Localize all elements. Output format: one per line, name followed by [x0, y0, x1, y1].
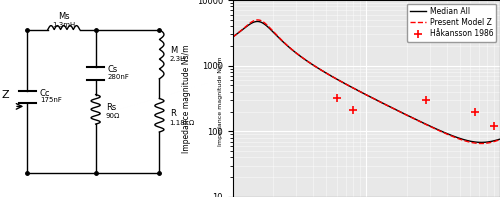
- Text: 1.3mH: 1.3mH: [52, 22, 76, 28]
- Median All: [400, 112, 406, 114]
- Median All: [246, 23, 252, 26]
- Text: M: M: [170, 46, 177, 55]
- Present Model Z: [478, 142, 484, 145]
- Text: 2.3H: 2.3H: [170, 56, 186, 62]
- Y-axis label: Impedance magnitude Ns/m: Impedance magnitude Ns/m: [182, 44, 191, 153]
- Present Model Z: [255, 19, 261, 21]
- Median All: [386, 105, 392, 107]
- Line: Håkansson 1986: Håkansson 1986: [333, 94, 498, 130]
- Present Model Z: [497, 138, 500, 141]
- Median All: [478, 141, 484, 144]
- Text: R: R: [170, 109, 175, 118]
- Median All: [254, 20, 260, 23]
- Present Model Z: [460, 139, 466, 141]
- Present Model Z: [246, 23, 252, 25]
- Present Model Z: [230, 36, 235, 38]
- Legend: Median All, Present Model Z, Håkansson 1986: Median All, Present Model Z, Håkansson 1…: [406, 4, 496, 42]
- Text: Cc: Cc: [40, 89, 50, 98]
- Håkansson 1986: [423, 99, 429, 101]
- Line: Present Model Z: Present Model Z: [232, 20, 500, 144]
- Median All: [497, 138, 500, 140]
- Text: 1.18kΩ: 1.18kΩ: [170, 120, 195, 126]
- Median All: [433, 127, 439, 130]
- Median All: [392, 108, 398, 111]
- Line: Median All: Median All: [232, 21, 500, 142]
- Text: Z: Z: [2, 90, 10, 99]
- Median All: [460, 138, 466, 141]
- Text: Rs: Rs: [106, 103, 116, 112]
- Present Model Z: [386, 105, 392, 107]
- Håkansson 1986: [350, 108, 356, 111]
- Text: 280nF: 280nF: [107, 74, 129, 80]
- Text: 90Ω: 90Ω: [106, 113, 120, 119]
- Text: Impedance magnitude Ns/m: Impedance magnitude Ns/m: [218, 57, 224, 146]
- Present Model Z: [400, 112, 406, 115]
- Håkansson 1986: [334, 97, 340, 99]
- Present Model Z: [433, 128, 439, 130]
- Håkansson 1986: [472, 110, 478, 113]
- Present Model Z: [392, 108, 398, 111]
- Text: 175nF: 175nF: [40, 98, 62, 103]
- Håkansson 1986: [491, 125, 497, 127]
- Text: Ms: Ms: [58, 12, 70, 21]
- Text: Cs: Cs: [107, 65, 118, 74]
- Median All: [230, 36, 235, 38]
